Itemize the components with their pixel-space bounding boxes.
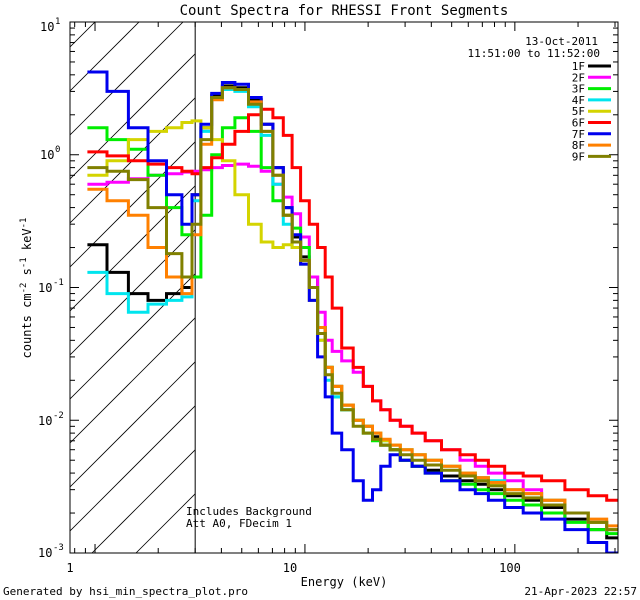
svg-text:0: 0 (55, 145, 60, 155)
date-label: 13-Oct-2011 (525, 35, 598, 48)
hatch-line (70, 361, 196, 488)
svg-text:10: 10 (40, 20, 54, 34)
svg-text:-1: -1 (53, 278, 64, 288)
y-tick-label-minus1: 10 -1 (38, 278, 64, 295)
legend-label-4f: 4F (572, 94, 585, 107)
series-group (87, 70, 618, 553)
hatched-region (70, 0, 196, 553)
hatch-line (70, 22, 140, 92)
time-range-label: 11:51:00 to 11:52:00 (468, 47, 600, 60)
legend-label-8f: 8F (572, 139, 585, 152)
x-tick-label-10: 10 (283, 561, 297, 575)
footer-generated-by: Generated by hsi_min_spectra_plot.pro (3, 585, 248, 598)
x-tick-label-1: 1 (66, 561, 73, 575)
svg-text:-3: -3 (53, 543, 64, 553)
svg-text:-2: -2 (53, 411, 64, 421)
footer-timestamp: 21-Apr-2023 22:57 (524, 585, 637, 598)
hatch-line (70, 22, 184, 136)
hatch-line (91, 449, 196, 553)
annotation-background: Includes Background (186, 505, 312, 518)
chart-title: Count Spectra for RHESSI Front Segments (180, 3, 509, 19)
legend-label-7f: 7F (572, 128, 585, 141)
svg-text:10: 10 (38, 546, 52, 560)
y-tick-label-0: 10 0 (40, 145, 60, 162)
series-line-9f (87, 86, 618, 532)
svg-text:10: 10 (38, 414, 52, 428)
plot-frame (69, 21, 619, 554)
legend-label-5f: 5F (572, 105, 585, 118)
hatch-line (70, 317, 196, 444)
legend-label-3f: 3F (572, 83, 585, 96)
hatch-line (70, 53, 196, 180)
svg-text:10: 10 (38, 281, 52, 295)
hatch-line (70, 405, 196, 532)
svg-text:10: 10 (40, 148, 54, 162)
annotation-attenuator: Att A0, FDecim 1 (186, 517, 292, 530)
hatch-line (70, 0, 195, 3)
y-tick-label-1: 10 1 (40, 17, 60, 34)
legend-label-1f: 1F (572, 60, 585, 73)
y-tick-label-minus2: 10 -2 (38, 411, 64, 428)
x-axis-label: Energy (keV) (301, 575, 388, 589)
legend-label-9f: 9F (572, 150, 585, 163)
svg-text:1: 1 (55, 17, 60, 27)
y-tick-label-minus3: 10 -3 (38, 543, 64, 560)
axis-ticks (70, 21, 618, 554)
series-line-7f (87, 70, 618, 553)
legend-label-2f: 2F (572, 71, 585, 84)
x-tick-label-100: 100 (499, 561, 521, 575)
y-axis-label: counts cm-2 s-1 keV-1 (19, 218, 34, 359)
legend-label-6f: 6F (572, 117, 585, 130)
hatch-line (70, 22, 96, 48)
hatch-line (135, 493, 196, 553)
